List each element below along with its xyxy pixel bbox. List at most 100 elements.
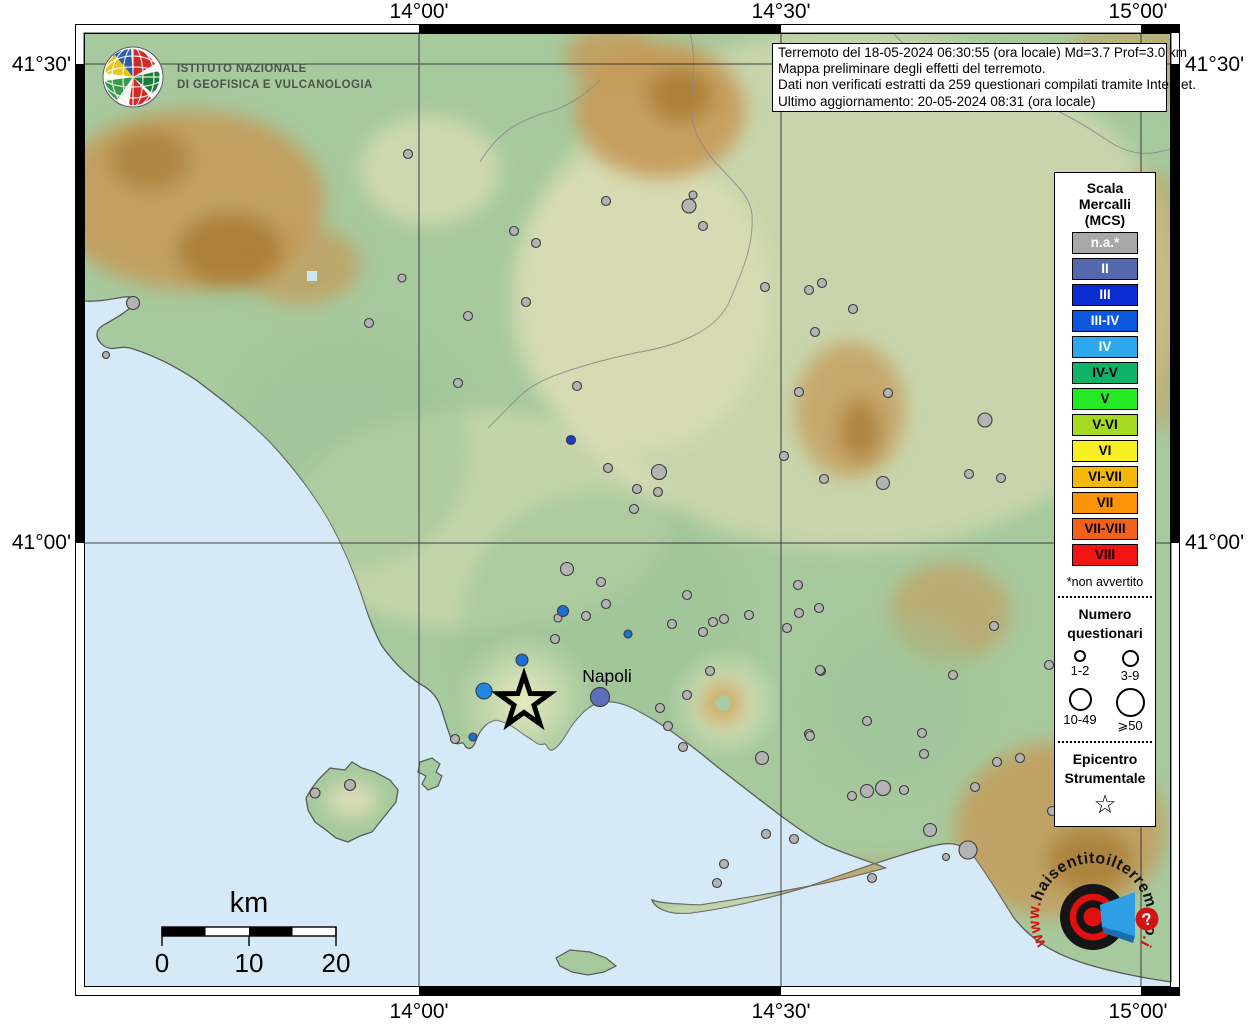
intensity-point-II (589, 686, 611, 708)
intensity-point-na (707, 616, 719, 628)
questionnaire-size-circle-icon (1074, 650, 1086, 662)
intensity-point-na (816, 277, 828, 289)
intensity-point-na (449, 733, 461, 745)
intensity-point-na (462, 310, 474, 322)
intensity-point-na (882, 387, 894, 399)
mercalli-scale-chips: n.a.* II III III-IV IV IV-V V V-VI VI VI-VII VII VI… (1055, 232, 1155, 566)
intensity-point-na (760, 828, 772, 840)
intensity-point-III-IV (556, 604, 570, 618)
questionnaire-size-circle-icon (1115, 688, 1145, 717)
lake (307, 271, 317, 281)
intensity-point-na (814, 664, 826, 676)
intensity-point-III (565, 434, 577, 446)
scale-bar: km 0 10 20 (155, 887, 351, 978)
megaphone-icon (1100, 892, 1135, 936)
legend-divider-2 (1058, 741, 1152, 743)
questionnaire-size-label: ⩾50 (1117, 718, 1143, 733)
epicenter-star-icon: ☆ (1093, 789, 1117, 819)
legend-class-VII: VII (1072, 492, 1138, 514)
axis-label-bottom-14-30: 14°30' (751, 1000, 811, 1023)
intensity-point-na (866, 872, 878, 884)
questionnaire-size-label: 1-2 (1070, 663, 1090, 678)
city-label-napoli: Napoli (582, 666, 632, 686)
intensity-point-na (846, 790, 858, 802)
scale-bar-label-10: 10 (235, 948, 264, 978)
intensity-point-na (125, 295, 141, 311)
intensity-point-na (549, 633, 561, 645)
intensity-point-na (803, 284, 815, 296)
intensity-point-na (628, 503, 640, 515)
intensity-point-na (1043, 659, 1055, 671)
intensity-point-na (754, 750, 770, 766)
intensity-point-na (941, 852, 951, 862)
questionnaire-size-cell: ⩾50 (1105, 683, 1155, 734)
questionnaire-size-cell: 1-2 (1055, 645, 1105, 683)
questionnaires-title-line1: Numero (1078, 606, 1132, 622)
ingv-logo-text-line1: ISTITUTO NAZIONALE (177, 63, 307, 75)
questionnaire-size-label: 10-49 (1063, 712, 1097, 727)
legend-class-IV-V: IV-V (1072, 362, 1138, 384)
legend-class-V: V (1072, 388, 1138, 410)
legend-class-VIII: VIII (1072, 544, 1138, 566)
questionnaire-size-circle-icon (1068, 688, 1092, 711)
questionnaire-size-grid: 1-2 3-9 10-49 ⩾50 (1055, 645, 1155, 734)
info-line-data: Dati non verificati estratti da 259 ques… (778, 77, 1196, 93)
intensity-point-na (704, 665, 716, 677)
axis-label-top-14-00: 14°00' (389, 0, 449, 23)
intensity-point-na (818, 473, 830, 485)
intensity-point-na (654, 702, 666, 714)
question-mark: ? (1140, 909, 1155, 930)
intensity-point-III-IV (515, 653, 529, 667)
intensity-point-na (677, 741, 689, 753)
intensity-point-na (1014, 752, 1026, 764)
intensity-point-na (697, 220, 709, 232)
legend-class-V-VI: V-VI (1072, 414, 1138, 436)
axis-label-top-14-30: 14°30' (751, 0, 811, 23)
intensity-point-na (988, 620, 1000, 632)
intensity-point-na (963, 468, 975, 480)
legend-class-II: II (1072, 258, 1138, 280)
intensity-point-na (452, 377, 464, 389)
intensity-point-na (995, 472, 1007, 484)
legend-class-VII-VIII: VII-VIII (1072, 518, 1138, 540)
axis-label-bottom-14-00: 14°00' (389, 1000, 449, 1023)
earthquake-info-box: Terremoto del 18-05-2024 06:30:55 (ora l… (772, 43, 1196, 112)
intensity-point-na (813, 602, 825, 614)
intensity-point-na (916, 727, 928, 739)
info-line-updated: Ultimo aggiornamento: 20-05-2024 08:31 (… (778, 93, 1096, 109)
intensity-point-na (600, 598, 612, 610)
intensity-point-na (778, 450, 790, 462)
intensity-point-na (363, 317, 375, 329)
intensity-point-na (718, 613, 730, 625)
intensity-point-na (874, 779, 892, 797)
intensity-point-na (343, 778, 357, 792)
legend-class-n.a.*: n.a.* (1072, 232, 1138, 254)
intensity-point-na (958, 840, 978, 860)
axis-label-bottom-15-00: 15°00' (1108, 1000, 1168, 1023)
epicenter-star (490, 667, 558, 731)
intensity-point-III-IV (623, 629, 633, 639)
axis-label-right-41-30: 41°30' (1185, 53, 1245, 76)
intensity-point-na (718, 858, 730, 870)
intensity-point-IV (475, 682, 493, 700)
legend-class-VI: VI (1072, 440, 1138, 462)
intensity-point-na (101, 350, 111, 360)
intensity-point-na (922, 822, 938, 838)
epicenter-title-line1: Epicentro (1072, 751, 1138, 767)
intensity-point-na (559, 561, 575, 577)
intensity-point-na (631, 483, 643, 495)
intensity-point-na (652, 486, 664, 498)
axis-label-left-41-00: 41°00' (11, 531, 71, 554)
intensity-point-III-IV (468, 732, 478, 742)
intensity-point-na (662, 720, 674, 732)
legend-class-III-IV: III-IV (1072, 310, 1138, 332)
intensity-point-na (977, 412, 993, 428)
legend-footnote: *non avvertito (1066, 575, 1144, 589)
intensity-point-na (595, 576, 607, 588)
intensity-point-na (666, 618, 678, 630)
intensity-point-na (711, 877, 723, 889)
legend-title-line1: Scala (1086, 180, 1124, 196)
intensity-point-na (688, 190, 698, 200)
intensity-point-na (743, 609, 755, 621)
questionnaire-size-circle-icon (1121, 650, 1139, 667)
